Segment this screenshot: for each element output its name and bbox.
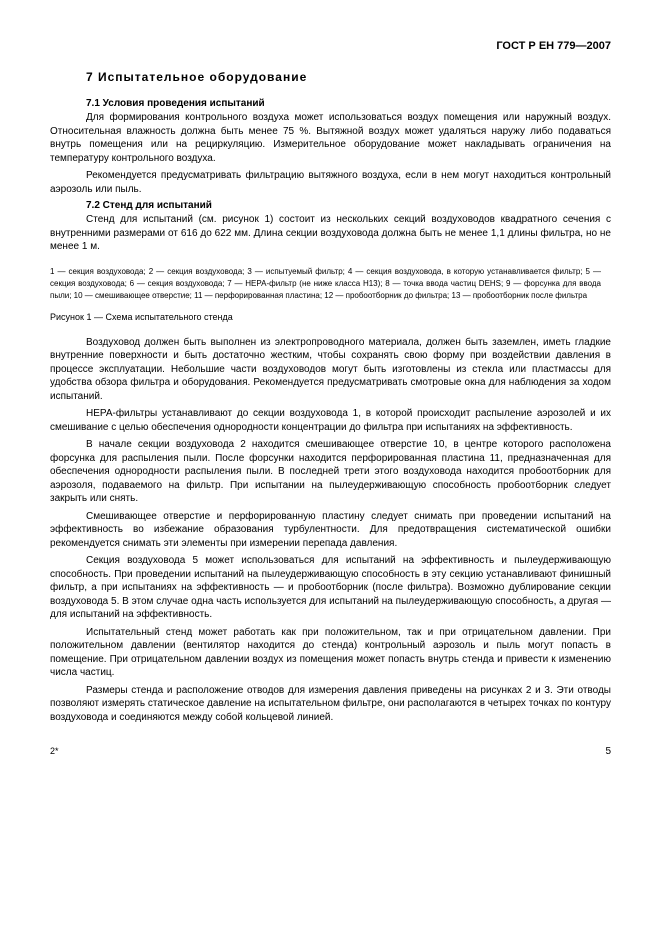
section-title: 7 Испытательное оборудование: [86, 70, 611, 84]
figure-legend-block: 1 — секция воздуховода; 2 — секция возду…: [50, 266, 601, 322]
page-number: 5: [605, 746, 611, 757]
para-7-2-a: Стенд для испытаний (см. рисунок 1) сост…: [50, 213, 611, 254]
subsection-7-1-title: 7.1 Условия проведения испытаний: [86, 98, 611, 109]
para-7-2-f: Секция воздуховода 5 может использоватьс…: [50, 554, 611, 622]
page: ГОСТ Р ЕН 779—2007 7 Испытательное обору…: [0, 0, 661, 787]
standard-code: ГОСТ Р ЕН 779—2007: [50, 40, 611, 52]
figure-1: 1 — секция воздуховода; 2 — секция возду…: [50, 266, 611, 322]
para-7-2-h: Размеры стенда и расположение отводов дл…: [50, 684, 611, 725]
para-7-2-e: Смешивающее отверстие и перфорированную …: [50, 510, 611, 551]
figure-legend: 1 — секция воздуховода; 2 — секция возду…: [50, 266, 601, 302]
subsection-7-2-title: 7.2 Стенд для испытаний: [86, 200, 611, 211]
para-7-1-b: Рекомендуется предусматривать фильтрацию…: [50, 169, 611, 196]
figure-caption: Рисунок 1 — Схема испытательного стенда: [50, 312, 601, 322]
para-7-2-g: Испытательный стенд может работать как п…: [50, 626, 611, 680]
para-7-2-b: Воздуховод должен быть выполнен из элект…: [50, 336, 611, 404]
para-7-1-a: Для формирования контрольного воздуха мо…: [50, 111, 611, 165]
para-7-2-d: В начале секции воздуховода 2 находится …: [50, 438, 611, 506]
para-7-2-c: HEPA-фильтры устанавливают до секции воз…: [50, 407, 611, 434]
sheet-mark: 2*: [50, 746, 59, 757]
